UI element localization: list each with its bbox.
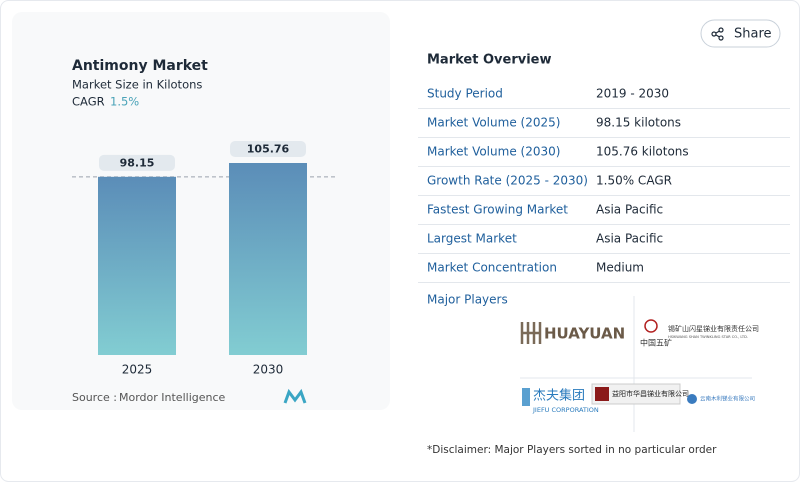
- chart-title: Antimony Market: [72, 58, 208, 74]
- cagr-value: 1.5%: [110, 95, 139, 109]
- row-label: Largest Market: [427, 232, 517, 246]
- overview-title: Market Overview: [427, 53, 551, 68]
- share-text[interactable]: Share: [734, 27, 772, 42]
- row-label: Market Volume (2025): [427, 116, 560, 130]
- logo-huayuan: HUAYUAN: [520, 322, 625, 344]
- share-icon: [711, 27, 724, 41]
- svg-text:锡矿山闪星锑业有限责任公司: 锡矿山闪星锑业有限责任公司: [668, 324, 759, 333]
- row-value: Asia Pacific: [596, 203, 663, 217]
- bar-area: 98.15 2025 105.76 2030: [72, 141, 338, 377]
- logo-huachang: 益阳市华昌锑业有限公司: [591, 383, 689, 405]
- share-button[interactable]: Share: [700, 19, 781, 48]
- bar: [98, 176, 176, 355]
- svg-text:云南木利锑业有限公司: 云南木利锑业有限公司: [700, 395, 755, 403]
- mordor-logo: [283, 388, 307, 404]
- row-label: Study Period: [427, 87, 503, 101]
- svg-text:JIEFU CORPORATION: JIEFU CORPORATION: [532, 406, 599, 414]
- bar: [229, 163, 307, 355]
- svg-text:中国五矿: 中国五矿: [640, 338, 672, 348]
- value-label: 105.76: [247, 143, 290, 156]
- x-tick-label: 2030: [253, 363, 284, 377]
- value-label: 98.15: [120, 156, 155, 169]
- svg-text:HUAYUAN: HUAYUAN: [544, 325, 625, 343]
- logo-muli: 云南木利锑业有限公司: [687, 394, 755, 404]
- cagr-label: CAGR: [72, 95, 105, 109]
- players-title: Major Players: [427, 293, 508, 307]
- value-label-bg: [99, 154, 175, 171]
- overview-table: Study Period 2019 - 2030 Market Volume (20…: [418, 87, 790, 283]
- row-label: Market Volume (2030): [427, 145, 560, 159]
- svg-text:杰夫集团: 杰夫集团: [533, 388, 585, 404]
- disclaimer: *Disclaimer: Major Players sorted in no …: [427, 444, 717, 456]
- row-value: Asia Pacific: [596, 232, 663, 246]
- row-value: 98.15 kilotons: [596, 116, 681, 130]
- row-value: 1.50% CAGR: [596, 174, 672, 188]
- value-label-bg: [230, 141, 306, 157]
- row-label: Growth Rate (2025 - 2030): [427, 174, 588, 188]
- logo-jiefu: 杰夫集团 JIEFU CORPORATION: [522, 388, 599, 414]
- x-tick-label: 2025: [122, 363, 153, 377]
- svg-text:HSIKWANG SHAN TWINKLING STAR C: HSIKWANG SHAN TWINKLING STAR CO., LTD.: [668, 335, 748, 339]
- svg-text:益阳市华昌锑业有限公司: 益阳市华昌锑业有限公司: [612, 389, 689, 398]
- logo-minmetals: 中国五矿 锡矿山闪星锑业有限责任公司 HSIKWANG SHAN TWINKLI…: [640, 319, 759, 348]
- row-label: Market Concentration: [427, 261, 557, 275]
- source-label: Source :: [72, 391, 117, 404]
- row-value: 2019 - 2030: [596, 87, 669, 101]
- row-label: Fastest Growing Market: [427, 203, 568, 217]
- source: Mordor Intelligence: [119, 391, 226, 404]
- row-value: Medium: [596, 261, 644, 275]
- chart-subtitle: Market Size in Kilotons: [72, 78, 202, 92]
- row-value: 105.76 kilotons: [596, 145, 689, 159]
